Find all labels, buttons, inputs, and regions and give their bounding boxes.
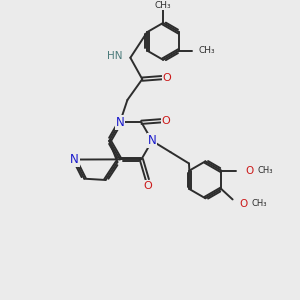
Text: N: N [70, 153, 79, 166]
Text: O: O [143, 181, 152, 191]
Text: N: N [116, 116, 124, 129]
Text: O: O [162, 116, 170, 126]
Text: O: O [239, 199, 248, 209]
Text: CH₃: CH₃ [251, 200, 267, 208]
Text: CH₃: CH₃ [198, 46, 215, 55]
Text: CH₃: CH₃ [258, 166, 273, 175]
Text: N: N [148, 134, 157, 147]
Text: HN: HN [107, 51, 123, 61]
Text: O: O [245, 166, 254, 176]
Text: CH₃: CH₃ [155, 1, 171, 10]
Text: O: O [163, 73, 171, 83]
